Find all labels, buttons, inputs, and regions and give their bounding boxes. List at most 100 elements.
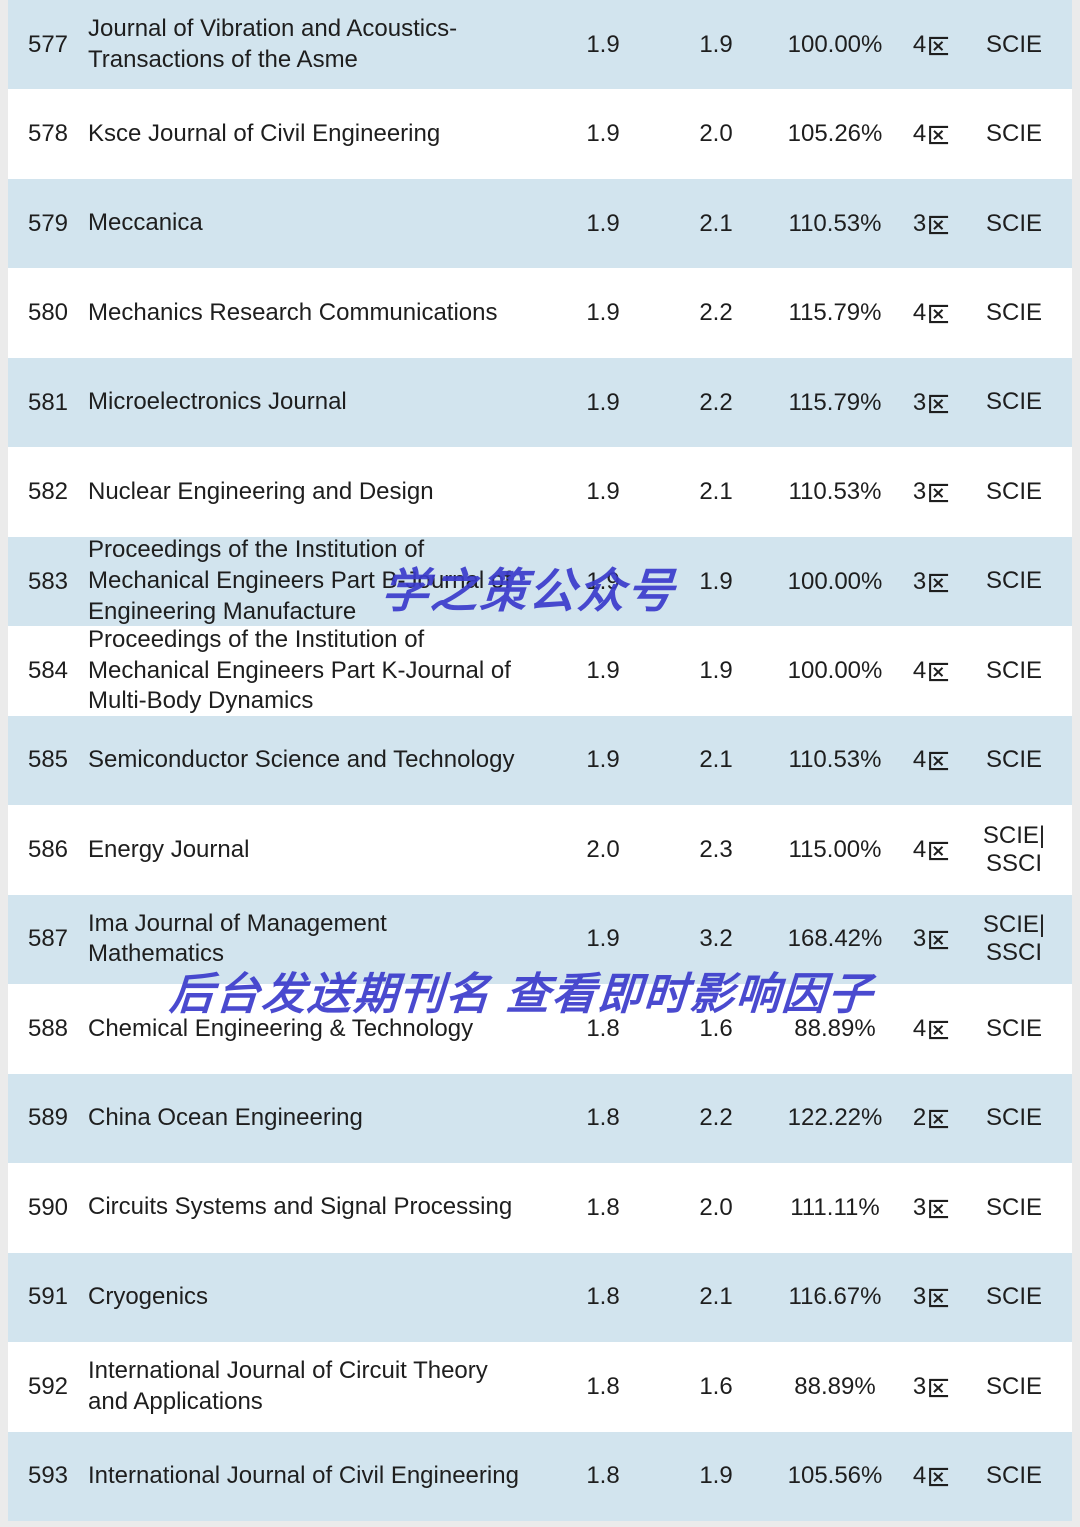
journal-name: Mechanics Research Communications [88,298,498,326]
percent-change: 122.22% [787,1104,883,1132]
zone-character-qu [929,1378,949,1397]
table-row: 593 International Journal of Civil Engin… [8,1431,1072,1521]
percent-change: 110.53% [788,209,882,237]
journal-table: 577 Journal of Vibration and Acoustics-T… [8,0,1072,1521]
index-type: SCIE [985,30,1042,58]
cas-zone: 4 [906,746,956,774]
cas-zone: 3 [906,925,956,953]
percent-change: 105.26% [787,120,883,148]
impact-factor-value: 1.9 [586,925,620,953]
journal-rank: 585 [27,746,69,774]
realtime-impact-factor-value: 2.2 [699,1104,733,1132]
journal-name: Circuits Systems and Signal Processing [88,1193,513,1221]
percent-change: 88.89% [794,1014,876,1042]
realtime-impact-factor-value: 1.9 [699,657,733,685]
journal-name: Energy Journal [88,835,250,863]
zone-number: 4 [912,299,927,327]
index-type: SCIE [985,656,1042,684]
journal-rank: 579 [27,209,69,237]
impact-factor-value: 2.0 [586,835,620,863]
index-type: SCIE [985,1104,1042,1132]
zone-character-qu [929,484,949,503]
journal-rank: 578 [27,120,69,148]
index-type: SCIE [985,388,1042,416]
zone-character-qu [929,573,949,592]
zone-character-qu [929,1110,949,1129]
impact-factor-value: 1.8 [586,1372,620,1400]
table-row: 589 China Ocean Engineering 1.8 2.2 122.… [8,1073,1072,1164]
zone-number: 4 [912,120,927,148]
index-type: SCIE| SSCI [982,821,1046,877]
journal-rank: 591 [27,1283,69,1311]
journal-rank: 593 [27,1462,69,1490]
journal-rank: 580 [27,299,69,327]
journal-name: China Ocean Engineering [88,1104,363,1131]
zone-number: 3 [912,925,927,953]
zone-number: 2 [912,1104,927,1132]
index-type: SCIE [985,298,1042,326]
impact-factor-value: 1.9 [586,746,620,774]
realtime-impact-factor-value: 1.6 [699,1372,733,1400]
zone-character-qu [929,662,949,682]
table-row: 586 Energy Journal 2.0 2.3 115.00% 4 SCI… [8,805,1072,895]
cas-zone: 3 [906,1283,956,1311]
table-row: 579 Meccanica 1.9 2.1 110.53% 3 SCIE [8,178,1072,269]
table-row: 581 Microelectronics Journal 1.9 2.2 115… [8,357,1072,448]
index-type: SCIE [985,209,1042,237]
realtime-impact-factor-value: 2.0 [699,120,733,148]
zone-number: 4 [912,835,927,863]
impact-factor-value: 1.8 [586,1104,620,1132]
journal-name: Cryogenics [88,1282,209,1310]
zone-character-qu [929,1199,949,1218]
zone-character-qu [929,126,949,145]
cas-zone: 4 [906,836,956,864]
zone-character-qu [929,36,949,55]
journal-rank: 577 [27,30,69,58]
index-type: SCIE [985,477,1042,505]
index-type: SCIE [985,746,1042,774]
percent-change: 88.89% [794,1372,876,1400]
zone-number: 3 [912,209,927,237]
cas-zone: 3 [906,478,956,506]
zone-character-qu [929,394,949,413]
realtime-impact-factor-value: 2.0 [699,1193,733,1221]
zone-number: 3 [912,1193,927,1221]
zone-character-qu [929,931,949,950]
zone-number: 4 [912,1014,927,1042]
journal-rank: 582 [27,478,69,506]
zone-number: 4 [912,746,927,774]
impact-factor-value: 1.9 [586,209,620,237]
table-row: 590 Circuits Systems and Signal Processi… [8,1163,1072,1253]
index-type: SCIE [985,1193,1042,1221]
impact-factor-value: 1.9 [586,657,620,685]
cas-zone: 3 [906,389,956,417]
index-type: SCIE [985,1014,1042,1042]
index-type: SCIE [985,1372,1042,1400]
percent-change: 116.67% [788,1283,882,1311]
table-row: 591 Cryogenics 1.8 2.1 116.67% 3 SCIE [8,1252,1072,1343]
impact-factor-value: 1.9 [586,388,620,416]
realtime-impact-factor-value: 3.2 [699,925,733,953]
table-row: 578 Ksce Journal of Civil Engineering 1.… [8,89,1072,179]
zone-number: 3 [912,1283,927,1311]
realtime-impact-factor-value: 2.1 [699,478,733,506]
impact-factor-value: 1.8 [586,1014,620,1042]
journal-name: Chemical Engineering & Technology [88,1014,474,1042]
journal-rank: 583 [27,567,69,595]
zone-number: 4 [912,30,927,58]
percent-change: 105.56% [787,1462,883,1490]
zone-character-qu [929,752,949,771]
cas-zone: 3 [906,1194,956,1222]
journal-rank: 592 [27,1372,69,1400]
realtime-impact-factor-value: 2.1 [699,209,733,237]
impact-factor-value: 1.9 [586,120,620,148]
percent-change: 100.00% [787,567,883,595]
cas-zone: 3 [906,210,956,238]
table-row: 582 Nuclear Engineering and Design 1.9 2… [8,447,1072,537]
percent-change: 168.42% [787,925,883,953]
table-row: 580 Mechanics Research Communications 1.… [8,268,1072,358]
cas-zone: 4 [906,1462,956,1490]
table-row: 588 Chemical Engineering & Technology 1.… [8,984,1072,1074]
journal-rank: 588 [27,1014,69,1042]
cas-zone: 4 [906,120,956,148]
